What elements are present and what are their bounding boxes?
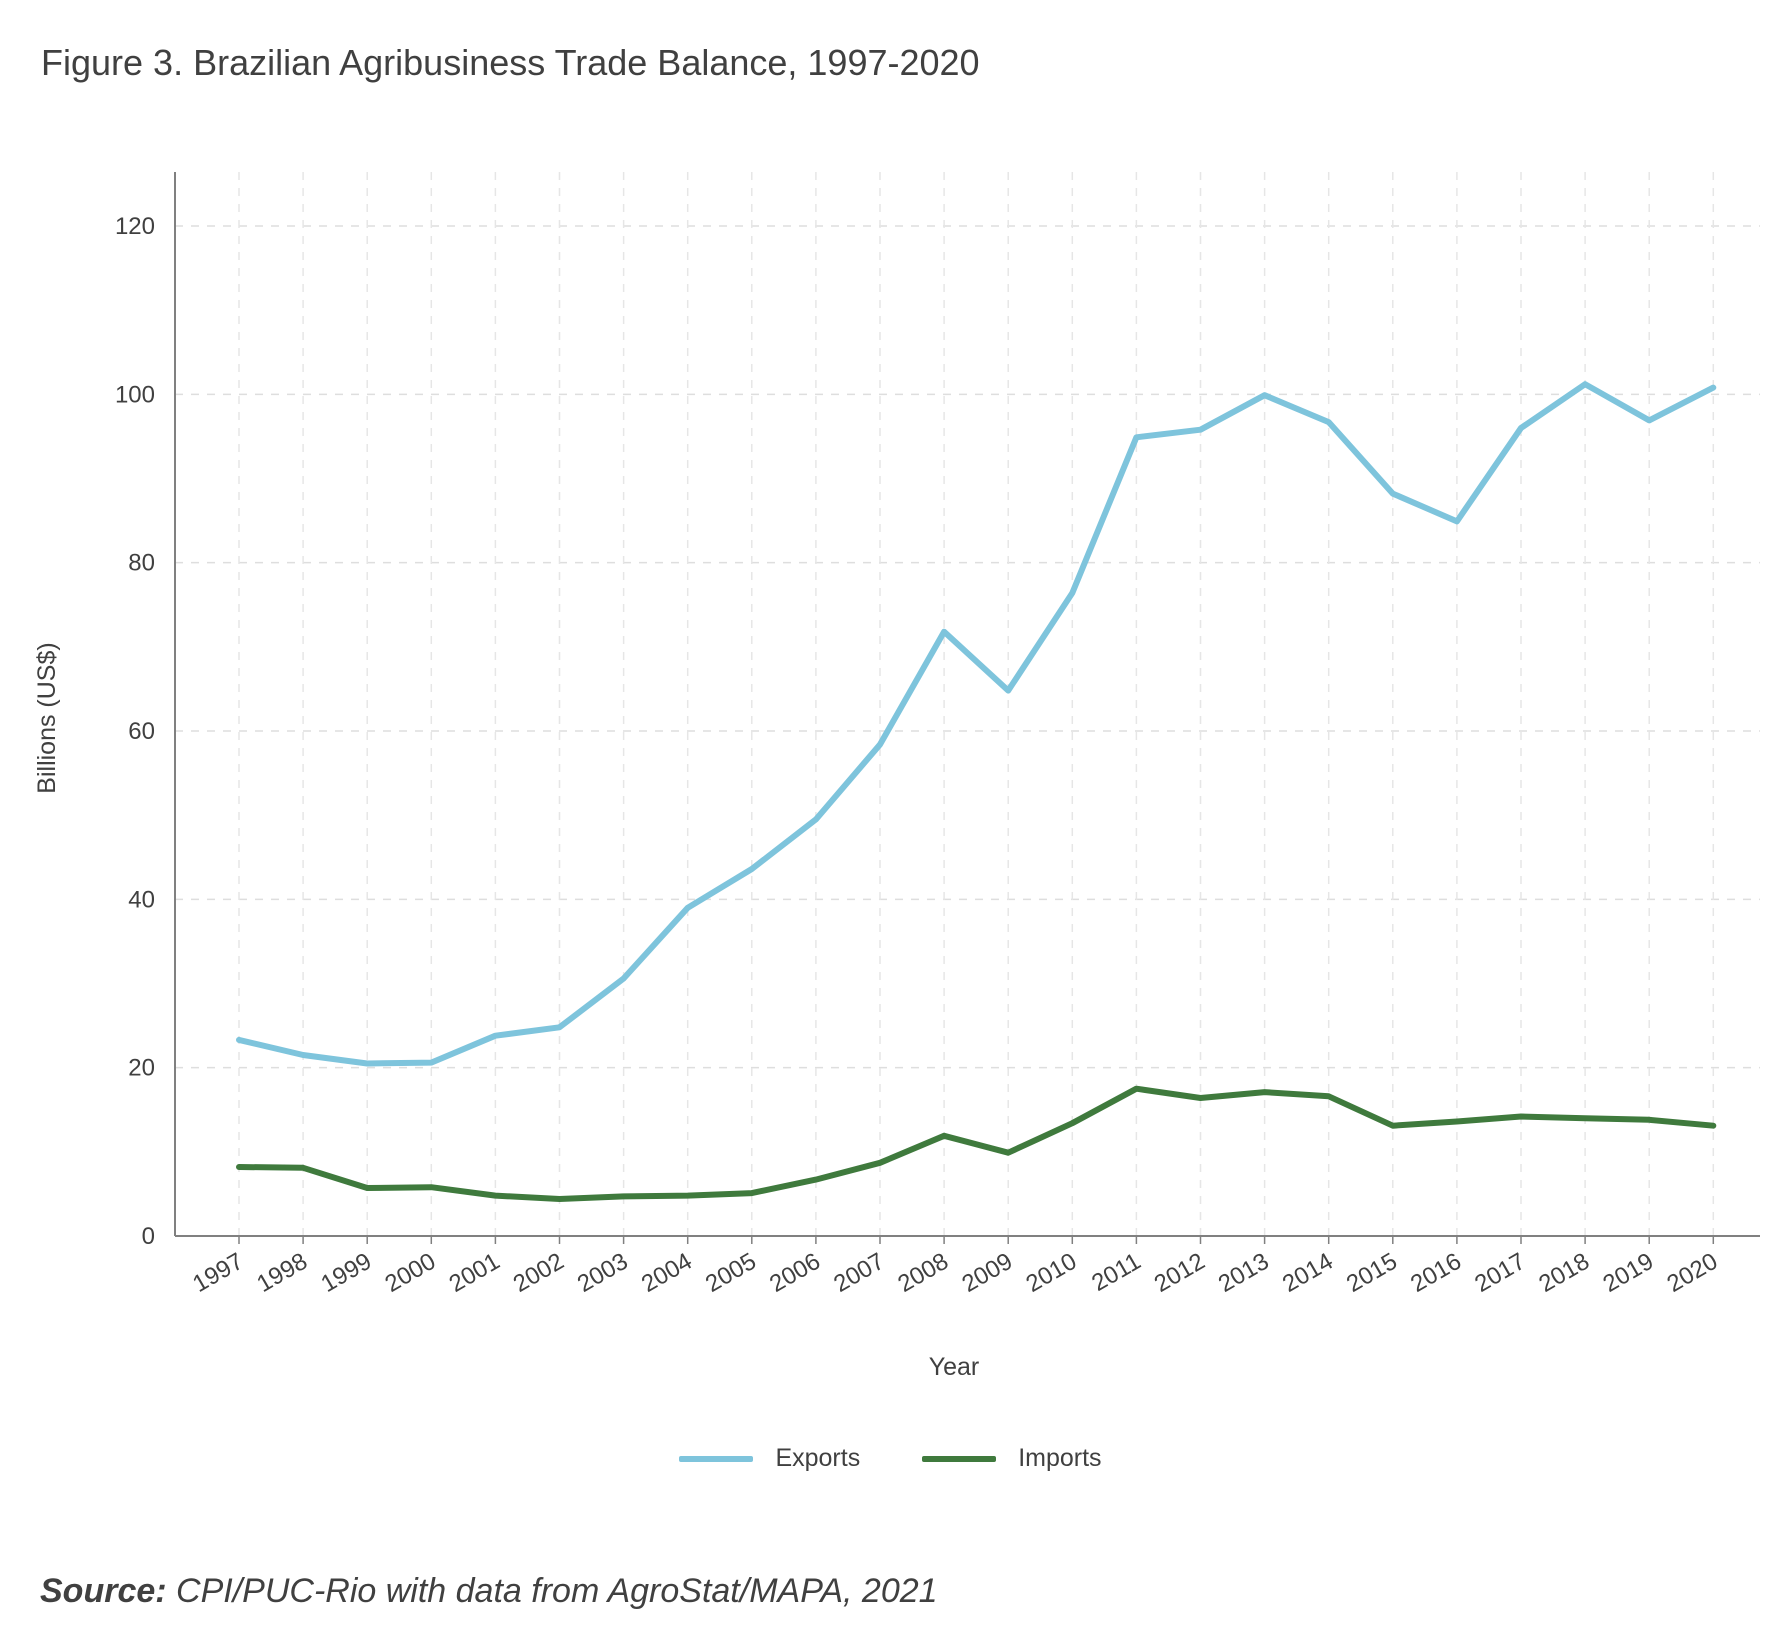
x-tick-label: 2017 (1470, 1248, 1530, 1298)
legend-label-imports: Imports (1018, 1444, 1102, 1472)
figure-title: Figure 3. Brazilian Agribusiness Trade B… (41, 42, 980, 83)
x-tick-label: 2012 (1150, 1248, 1210, 1298)
x-tick-label: 2007 (829, 1248, 889, 1298)
x-tick-label: 2014 (1278, 1248, 1338, 1298)
y-tick-label: 20 (128, 1055, 155, 1082)
x-tick-label: 2004 (637, 1248, 697, 1298)
y-tick-label: 60 (128, 718, 155, 745)
y-tick-label: 40 (128, 886, 155, 913)
x-tick-label: 2002 (509, 1248, 569, 1298)
series-line-imports (236, 1085, 1717, 1202)
x-tick-label: 2018 (1534, 1248, 1594, 1298)
axes (174, 172, 1760, 1244)
x-tick-label: 2001 (445, 1248, 505, 1298)
x-tick-label: 2020 (1663, 1248, 1723, 1298)
source-note: Source: CPI/PUC-Rio with data from AgroS… (40, 1572, 938, 1611)
legend-swatch-imports (922, 1455, 997, 1462)
source-label: Source: (40, 1572, 167, 1610)
legend-label-exports: Exports (775, 1444, 861, 1472)
series (236, 381, 1717, 1202)
x-tick-label: 2009 (957, 1248, 1017, 1298)
x-tick-label: 2011 (1087, 1248, 1145, 1297)
x-tick-label: 2006 (765, 1248, 825, 1298)
y-tick-label: 80 (128, 550, 155, 577)
y-tick-label: 100 (115, 381, 155, 408)
y-tick-label: 0 (142, 1223, 155, 1250)
y-tick-label: 120 (115, 213, 155, 240)
legend: Exports Imports (0, 1444, 1781, 1473)
x-tick-label: 2010 (1022, 1248, 1082, 1298)
series-line-exports (236, 381, 1717, 1067)
x-tick-label: 2019 (1598, 1248, 1658, 1298)
x-tick-label: 2016 (1406, 1248, 1466, 1298)
x-tick-label: 2015 (1342, 1248, 1402, 1298)
legend-item-imports: Imports (922, 1444, 1102, 1473)
x-tick-label: 2000 (381, 1248, 441, 1298)
source-text: CPI/PUC-Rio with data from AgroStat/MAPA… (166, 1572, 938, 1610)
x-tick-label: 2008 (893, 1248, 953, 1298)
grid (175, 172, 1760, 1236)
x-axis-title: Year (929, 1353, 980, 1381)
legend-item-exports: Exports (679, 1444, 860, 1473)
x-tick-label: 1998 (252, 1248, 312, 1298)
x-tick-label: 1997 (188, 1248, 248, 1298)
x-tick-label: 2013 (1214, 1248, 1274, 1298)
legend-swatch-exports (679, 1455, 754, 1462)
x-tick-label: 1999 (316, 1248, 376, 1298)
x-tick-label: 2003 (573, 1248, 633, 1298)
y-axis-title: Billions (US$) (33, 642, 61, 793)
x-tick-label: 2005 (701, 1248, 761, 1298)
